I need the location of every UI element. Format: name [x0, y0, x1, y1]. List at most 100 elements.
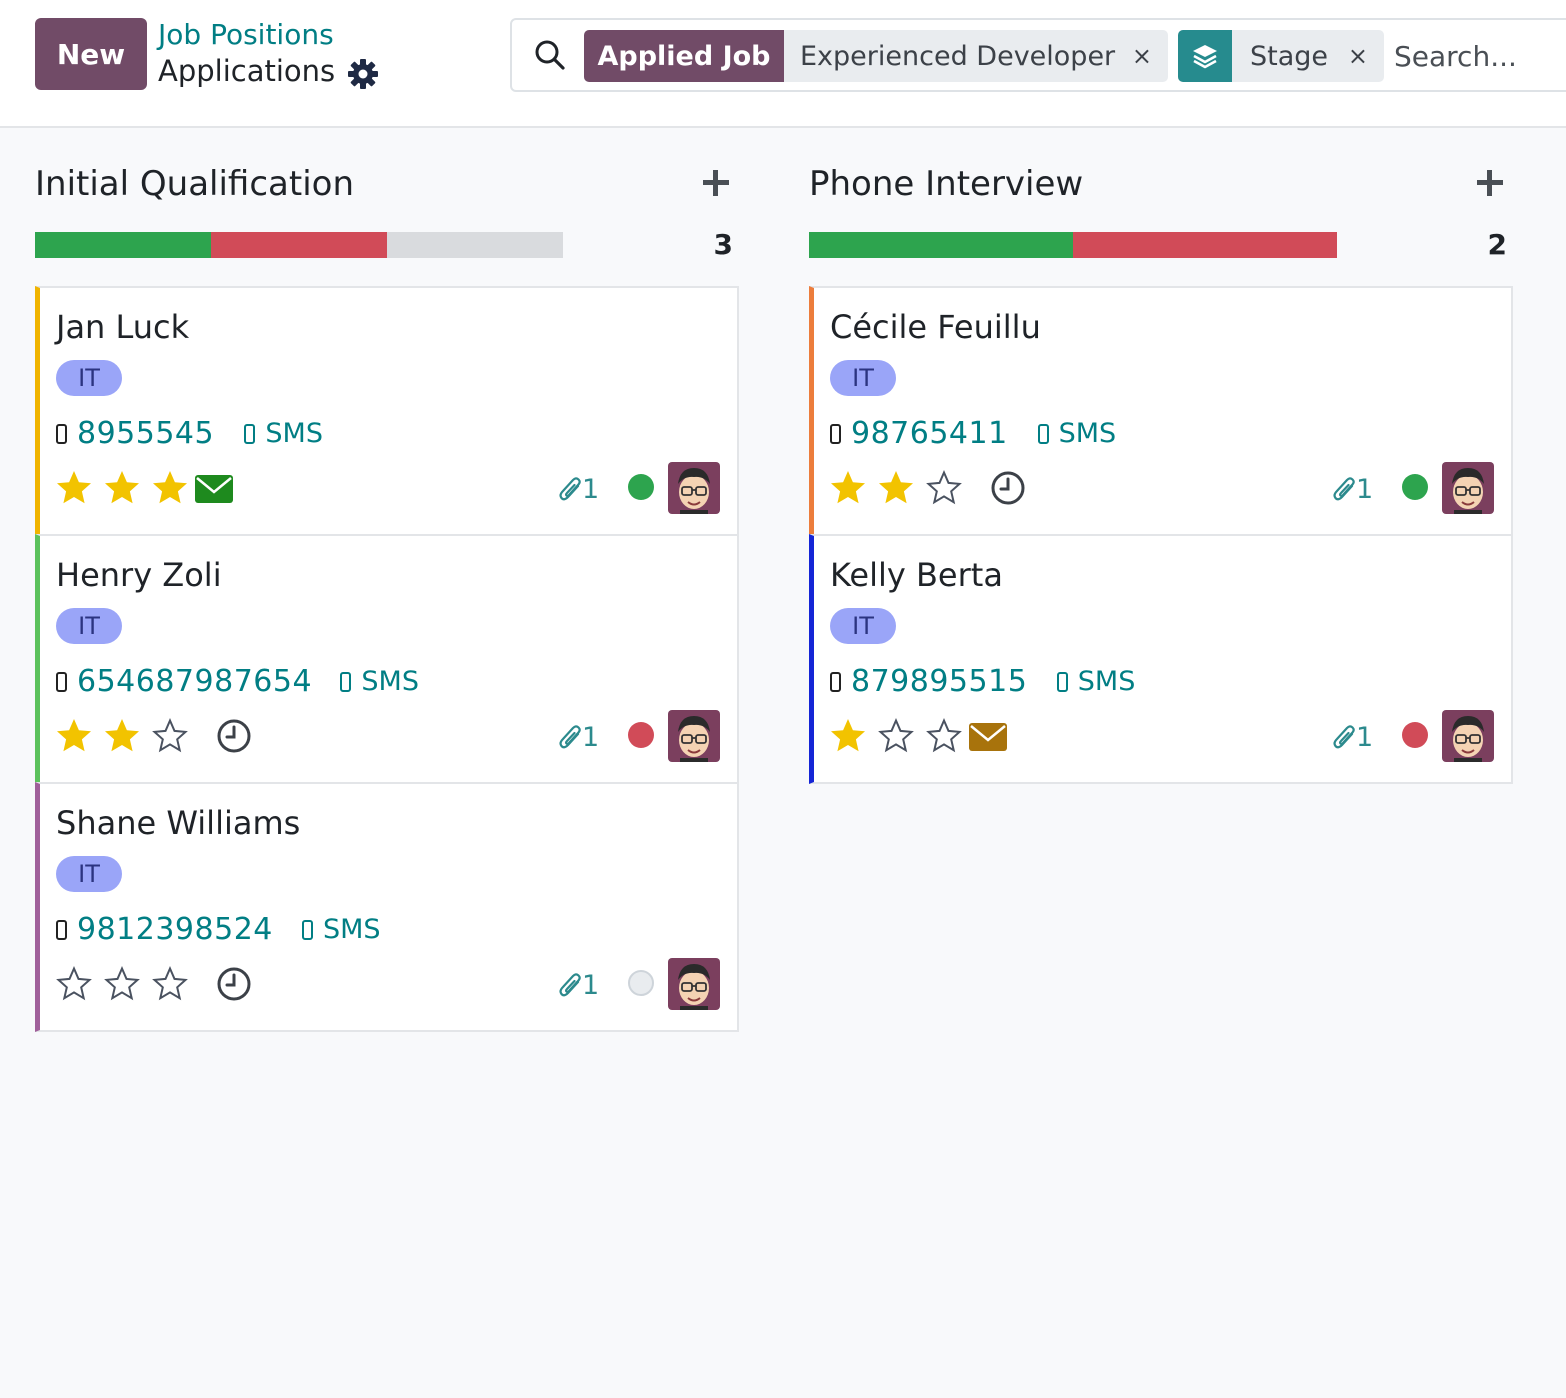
tag-badge: IT: [830, 360, 896, 396]
star-empty-icon[interactable]: [102, 964, 142, 1004]
progress-segment-grey[interactable]: [387, 232, 563, 258]
phone-number[interactable]: 879895515: [851, 664, 1028, 699]
sms-label[interactable]: SMS: [361, 666, 419, 697]
control-panel: New Job Positions Applications Applied J…: [0, 0, 1566, 128]
phone-link[interactable]: 9812398524: [56, 912, 273, 947]
star-empty-icon[interactable]: [924, 716, 964, 756]
clock-icon[interactable]: [214, 716, 254, 756]
star-filled-icon[interactable]: [828, 468, 868, 508]
breadcrumb-job-positions[interactable]: Job Positions: [158, 18, 334, 51]
mobile-icon: [340, 671, 352, 692]
paperclip-icon: [559, 972, 581, 996]
avatar[interactable]: [668, 958, 720, 1010]
kanban-state-dot[interactable]: [628, 970, 654, 996]
phone-link[interactable]: 654687987654: [56, 664, 312, 699]
priority-stars[interactable]: [54, 964, 198, 1004]
phone-link[interactable]: 8955545: [56, 416, 214, 451]
column-count: 2: [1487, 228, 1507, 261]
card-list: Cécile Feuillu IT 98765411 SMS 1 Kelly Berta I…: [809, 286, 1513, 784]
column-progress-bar[interactable]: [35, 232, 563, 258]
phone-number[interactable]: 8955545: [77, 416, 215, 451]
star-filled-icon[interactable]: [150, 468, 190, 508]
breadcrumb-current: Applications: [158, 54, 336, 88]
sms-button[interactable]: SMS: [340, 666, 419, 697]
envelope-icon[interactable]: [194, 468, 234, 508]
star-filled-icon[interactable]: [102, 716, 142, 756]
card-list: Jan Luck IT 8955545 SMS 1 Henry Zoli IT 6546879…: [35, 286, 739, 1032]
sms-label[interactable]: SMS: [1077, 666, 1136, 697]
attachment-count[interactable]: 1: [1332, 474, 1373, 505]
facet-remove-icon[interactable]: ×: [1347, 42, 1368, 70]
applicant-card[interactable]: Cécile Feuillu IT 98765411 SMS 1: [809, 286, 1513, 536]
envelope-icon[interactable]: [968, 716, 1008, 756]
tag-badge: IT: [56, 856, 122, 892]
tag-badge: IT: [830, 608, 896, 644]
gear-icon[interactable]: [347, 58, 379, 90]
sms-button[interactable]: SMS: [1037, 418, 1117, 449]
star-empty-icon[interactable]: [150, 964, 190, 1004]
kanban-state-dot[interactable]: [628, 722, 654, 748]
mobile-icon: [1037, 423, 1049, 444]
kanban-state-dot[interactable]: [628, 474, 654, 500]
phone-number[interactable]: 98765411: [851, 416, 1008, 451]
paperclip-icon: [559, 724, 581, 748]
priority-stars[interactable]: [828, 716, 972, 756]
kanban-state-dot[interactable]: [1402, 474, 1428, 500]
clock-icon[interactable]: [988, 468, 1028, 508]
applicant-card[interactable]: Kelly Berta IT 879895515 SMS 1: [809, 534, 1513, 784]
phone-number[interactable]: 9812398524: [77, 912, 273, 947]
attachment-count[interactable]: 1: [558, 474, 599, 505]
new-button[interactable]: New: [35, 18, 147, 90]
phone-link[interactable]: 98765411: [830, 416, 1008, 451]
mobile-icon: [244, 423, 256, 444]
facet-group-by: Stage ×: [1178, 30, 1384, 82]
kanban-state-dot[interactable]: [1402, 722, 1428, 748]
progress-segment-red[interactable]: [1073, 232, 1337, 258]
plus-icon[interactable]: [1475, 168, 1505, 198]
column-title: Phone Interview: [809, 164, 1084, 204]
sms-button[interactable]: SMS: [1056, 666, 1136, 697]
plus-icon[interactable]: [701, 168, 731, 198]
star-filled-icon[interactable]: [54, 716, 94, 756]
applicant-card[interactable]: Shane Williams IT 9812398524 SMS 1: [35, 782, 739, 1032]
progress-segment-red[interactable]: [211, 232, 387, 258]
tag-badge: IT: [56, 608, 122, 644]
applicant-name: Kelly Berta: [830, 556, 1003, 594]
paperclip-icon: [1333, 724, 1355, 748]
column-count: 3: [713, 228, 733, 261]
applicant-card[interactable]: Henry Zoli IT 654687987654 SMS 1: [35, 534, 739, 784]
avatar[interactable]: [668, 710, 720, 762]
star-filled-icon[interactable]: [828, 716, 868, 756]
search-icon[interactable]: [532, 37, 568, 73]
attachment-count[interactable]: 1: [558, 970, 599, 1001]
sms-button[interactable]: SMS: [302, 914, 381, 945]
sms-label[interactable]: SMS: [323, 914, 381, 945]
star-filled-icon[interactable]: [876, 468, 916, 508]
avatar[interactable]: [1442, 462, 1494, 514]
progress-segment-green[interactable]: [809, 232, 1073, 258]
progress-segment-green[interactable]: [35, 232, 211, 258]
search-input[interactable]: [1392, 30, 1566, 82]
avatar[interactable]: [668, 462, 720, 514]
attachment-count[interactable]: 1: [558, 722, 599, 753]
sms-label[interactable]: SMS: [265, 418, 323, 449]
column-progress-bar[interactable]: [809, 232, 1337, 258]
star-empty-icon[interactable]: [150, 716, 190, 756]
sms-button[interactable]: SMS: [244, 418, 323, 449]
phone-number[interactable]: 654687987654: [77, 664, 313, 699]
star-filled-icon[interactable]: [54, 468, 94, 508]
phone-link[interactable]: 879895515: [830, 664, 1027, 699]
sms-label[interactable]: SMS: [1058, 418, 1117, 449]
star-empty-icon[interactable]: [924, 468, 964, 508]
priority-stars[interactable]: [54, 716, 198, 756]
avatar[interactable]: [1442, 710, 1494, 762]
priority-stars[interactable]: [828, 468, 972, 508]
attachment-count[interactable]: 1: [1332, 722, 1373, 753]
star-empty-icon[interactable]: [54, 964, 94, 1004]
star-filled-icon[interactable]: [102, 468, 142, 508]
star-empty-icon[interactable]: [876, 716, 916, 756]
applicant-card[interactable]: Jan Luck IT 8955545 SMS 1: [35, 286, 739, 536]
clock-icon[interactable]: [214, 964, 254, 1004]
priority-stars[interactable]: [54, 468, 198, 508]
facet-remove-icon[interactable]: ×: [1131, 42, 1152, 70]
